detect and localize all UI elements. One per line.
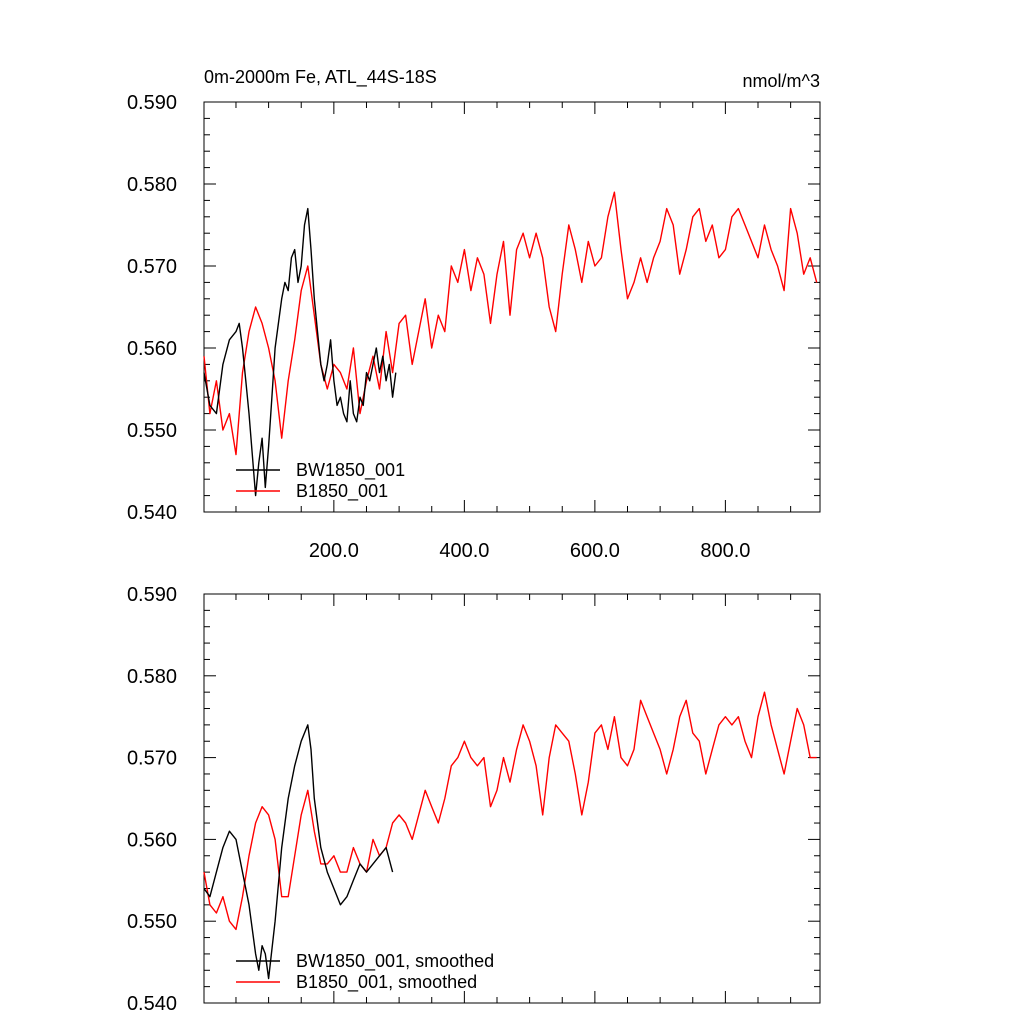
y-tick-label: 0.560: [127, 829, 177, 851]
series-line-b1850-001: [203, 191, 818, 456]
x-tick-label: 200.0: [309, 540, 359, 562]
top-panel: 0.540 0.550 0.560 0.570 0.580 0.590 200.0 400.0…: [127, 92, 821, 562]
series-line-bw1850-001-smoothed: [203, 724, 394, 980]
y-tick-label: 0.580: [127, 174, 177, 196]
legend-label: B1850_001, smoothed: [296, 972, 477, 993]
series-line-b1850-001-smoothed: [203, 691, 817, 931]
y-tick-label: 0.580: [127, 666, 177, 688]
legend-label: BW1850_001, smoothed: [296, 951, 494, 972]
plot-frame: [203, 593, 821, 1004]
units-label: nmol/m^3: [743, 71, 820, 91]
y-tick-label: 0.570: [127, 256, 177, 278]
y-tick-label: 0.570: [127, 748, 177, 770]
plot-frame: [203, 101, 821, 513]
figure-title: 0m-2000m Fe, ATL_44S-18S: [204, 67, 437, 88]
y-tick-label: 0.540: [127, 502, 177, 524]
legend-label: B1850_001: [296, 481, 388, 502]
series-line-bw1850-001: [203, 207, 397, 497]
bottom-panel: 0.540 0.550 0.560 0.570 0.580 0.590 BW1850_001…: [127, 584, 821, 1015]
y-tick-label: 0.550: [127, 420, 177, 442]
x-tick-label: 800.0: [700, 540, 750, 562]
y-tick-label: 0.560: [127, 338, 177, 360]
x-tick-label: 600.0: [570, 540, 620, 562]
legend-label: BW1850_001: [296, 460, 405, 481]
y-tick-label: 0.540: [127, 993, 177, 1015]
x-tick-label: 400.0: [439, 540, 489, 562]
y-tick-label: 0.590: [127, 92, 177, 114]
y-tick-label: 0.550: [127, 911, 177, 933]
y-tick-label: 0.590: [127, 584, 177, 606]
